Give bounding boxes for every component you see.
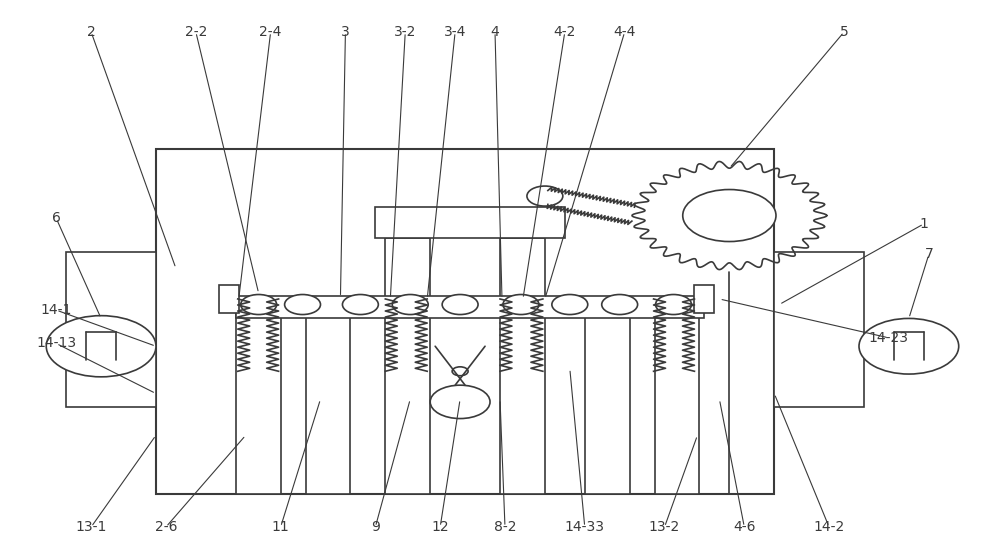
Circle shape — [527, 186, 563, 206]
Circle shape — [503, 295, 539, 315]
Bar — [219, 285, 239, 313]
Circle shape — [241, 295, 277, 315]
Circle shape — [392, 295, 428, 315]
Text: 4-6: 4-6 — [733, 520, 756, 534]
Text: 11: 11 — [272, 520, 289, 534]
Text: 14-2: 14-2 — [813, 520, 845, 534]
Text: 14-13: 14-13 — [36, 337, 76, 350]
Bar — [236, 299, 281, 494]
Circle shape — [452, 367, 468, 376]
Bar — [156, 149, 774, 494]
Circle shape — [859, 319, 959, 374]
Text: 3-2: 3-2 — [394, 25, 416, 39]
Circle shape — [46, 316, 156, 377]
Bar — [66, 252, 156, 408]
Bar — [385, 238, 430, 494]
Bar — [774, 252, 864, 408]
Text: 13-1: 13-1 — [75, 520, 107, 534]
Circle shape — [602, 295, 638, 315]
Bar — [694, 285, 714, 313]
Text: 12: 12 — [431, 520, 449, 534]
Text: 2: 2 — [87, 25, 96, 39]
Text: 9: 9 — [371, 520, 380, 534]
Bar — [236, 296, 704, 319]
Text: 4: 4 — [491, 25, 499, 39]
Text: 4-4: 4-4 — [613, 25, 636, 39]
Text: 3: 3 — [341, 25, 350, 39]
Circle shape — [430, 385, 490, 419]
Text: 2-4: 2-4 — [259, 25, 282, 39]
Bar — [655, 299, 699, 494]
Circle shape — [342, 295, 378, 315]
Bar — [500, 238, 545, 494]
Circle shape — [442, 295, 478, 315]
Text: 3-4: 3-4 — [444, 25, 466, 39]
Bar — [375, 207, 565, 238]
Bar — [585, 299, 630, 494]
Text: 6: 6 — [52, 211, 61, 225]
Circle shape — [285, 295, 320, 315]
Circle shape — [552, 295, 588, 315]
Bar — [306, 299, 350, 494]
Text: 14-23: 14-23 — [869, 331, 909, 345]
Text: 2-2: 2-2 — [185, 25, 207, 39]
Text: 5: 5 — [840, 25, 848, 39]
Text: 8-2: 8-2 — [494, 520, 516, 534]
Circle shape — [656, 295, 691, 315]
Text: 2-6: 2-6 — [155, 520, 177, 534]
Text: 13-2: 13-2 — [649, 520, 680, 534]
Text: 4-2: 4-2 — [554, 25, 576, 39]
Text: 14-33: 14-33 — [565, 520, 605, 534]
Text: 1: 1 — [919, 217, 928, 231]
Text: 14-1: 14-1 — [41, 303, 72, 317]
Text: 7: 7 — [924, 248, 933, 262]
Circle shape — [683, 190, 776, 241]
